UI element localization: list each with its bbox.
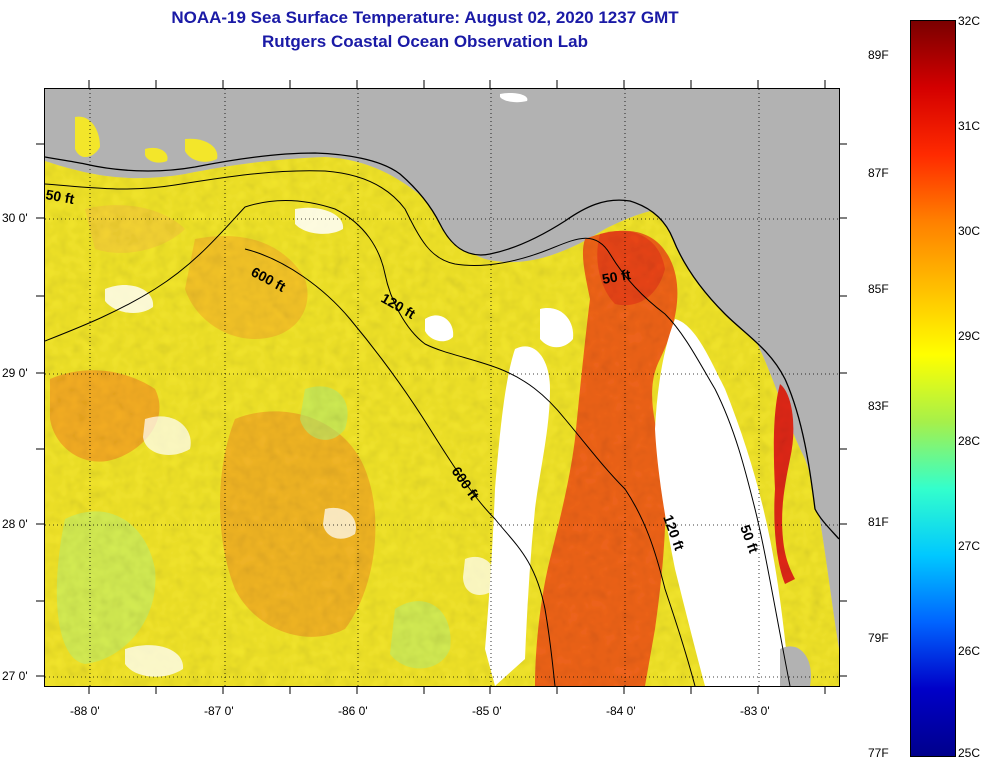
sst-map: 50 ft 600 ft 120 ft 50 ft 600 ft 120 ft … [44,88,840,687]
title-line-2: Rutgers Coastal Ocean Observation Lab [262,32,588,51]
lon-label-84: -84 0' [606,704,636,718]
lon-label-85: -85 0' [472,704,502,718]
colorbar-f-87: 87F [868,166,889,180]
colorbar-f-85: 85F [868,282,889,296]
colorbar-f-79: 79F [868,631,889,645]
colorbar-f-77: 77F [868,746,889,760]
lat-label-29: 29 0' [2,366,28,380]
colorbar-c-29: 29C [958,329,981,343]
graticule [45,89,839,686]
contour-50ft-north [45,170,791,686]
lon-label-87: -87 0' [204,704,234,718]
sst-map-canvas: 50 ft 600 ft 120 ft 50 ft 600 ft 120 ft … [45,89,839,686]
colorbar-c-25: 25C [958,746,981,760]
depth-contours [45,170,791,686]
colorbar-c-28: 28C [958,434,981,448]
lon-label-86: -86 0' [338,704,368,718]
lon-label-83: -83 0' [740,704,770,718]
cloud-mask [105,207,790,686]
colorbar-f-83: 83F [868,399,889,413]
temperature-colorbar [910,20,956,757]
title-line-1: NOAA-19 Sea Surface Temperature: August … [171,8,679,27]
sst-field [45,157,839,686]
contour-label-50ft-bigbend: 50 ft [601,266,632,287]
contour-label-50ft-west: 50 ft [45,186,76,207]
colorbar-c-26: 26C [958,644,981,658]
lat-label-28: 28 0' [2,517,28,531]
coastline [45,152,839,540]
colorbar-c-30: 30C [958,224,981,238]
colorbar-f-89: 89F [868,48,889,62]
contour-600ft [244,248,556,686]
colorbar-f-81: 81F [868,515,889,529]
contour-120ft [45,200,696,686]
colorbar-c-31: 31C [958,119,981,133]
lat-label-27: 27 0' [2,669,28,683]
colorbar-c-32: 32C [958,14,981,28]
colorbar-c-27: 27C [958,539,981,553]
lon-label-88: -88 0' [70,704,100,718]
lat-label-30: 30 0' [2,211,28,225]
